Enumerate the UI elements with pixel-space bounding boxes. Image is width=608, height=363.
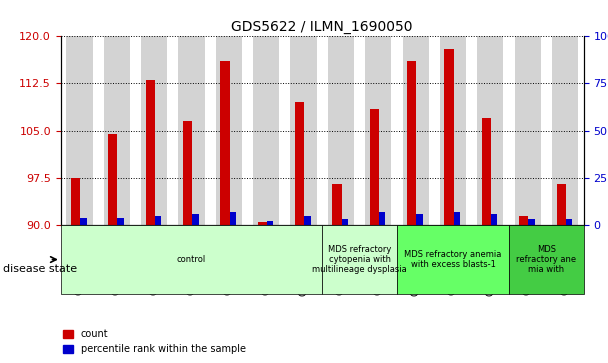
Bar	[440, 36, 466, 225]
Bar	[291, 36, 317, 225]
Bar	[444, 49, 454, 225]
Bar	[552, 36, 578, 225]
Bar	[80, 217, 87, 225]
Bar	[108, 134, 117, 225]
FancyBboxPatch shape	[61, 225, 322, 294]
FancyBboxPatch shape	[509, 225, 584, 294]
Legend: count, percentile rank within the sample: count, percentile rank within the sample	[60, 326, 250, 358]
Bar	[304, 216, 311, 225]
Bar	[402, 36, 429, 225]
Bar	[104, 36, 130, 225]
Bar	[454, 212, 460, 225]
Bar	[519, 216, 528, 225]
Bar	[491, 214, 497, 225]
Bar	[230, 212, 236, 225]
Bar	[295, 102, 304, 225]
Bar	[482, 118, 491, 225]
Bar	[258, 222, 267, 225]
Bar	[183, 121, 192, 225]
Text: disease state: disease state	[3, 264, 77, 274]
Bar	[155, 216, 161, 225]
Bar	[556, 184, 565, 225]
Bar	[178, 36, 204, 225]
Bar	[66, 36, 92, 225]
Bar	[328, 36, 354, 225]
Bar	[407, 61, 416, 225]
Bar	[71, 178, 80, 225]
Bar	[146, 80, 155, 225]
Bar	[416, 214, 423, 225]
Text: control: control	[177, 255, 206, 264]
Bar	[379, 212, 385, 225]
Text: MDS refractory anemia
with excess blasts-1: MDS refractory anemia with excess blasts…	[404, 250, 502, 269]
Text: MDS
refractory ane
mia with: MDS refractory ane mia with	[516, 245, 576, 274]
FancyBboxPatch shape	[322, 225, 397, 294]
Bar	[333, 184, 342, 225]
Bar	[477, 36, 503, 225]
Bar	[370, 109, 379, 225]
Bar	[192, 214, 199, 225]
Bar	[216, 36, 242, 225]
Bar	[267, 221, 274, 225]
Bar	[514, 36, 541, 225]
Text: MDS refractory
cytopenia with
multilineage dysplasia: MDS refractory cytopenia with multilinea…	[313, 245, 407, 274]
Bar	[365, 36, 392, 225]
Bar	[528, 219, 535, 225]
Bar	[565, 219, 572, 225]
FancyBboxPatch shape	[397, 225, 509, 294]
Bar	[253, 36, 279, 225]
Bar	[117, 217, 124, 225]
Title: GDS5622 / ILMN_1690050: GDS5622 / ILMN_1690050	[232, 20, 413, 34]
Bar	[220, 61, 230, 225]
Bar	[141, 36, 167, 225]
Bar	[342, 219, 348, 225]
